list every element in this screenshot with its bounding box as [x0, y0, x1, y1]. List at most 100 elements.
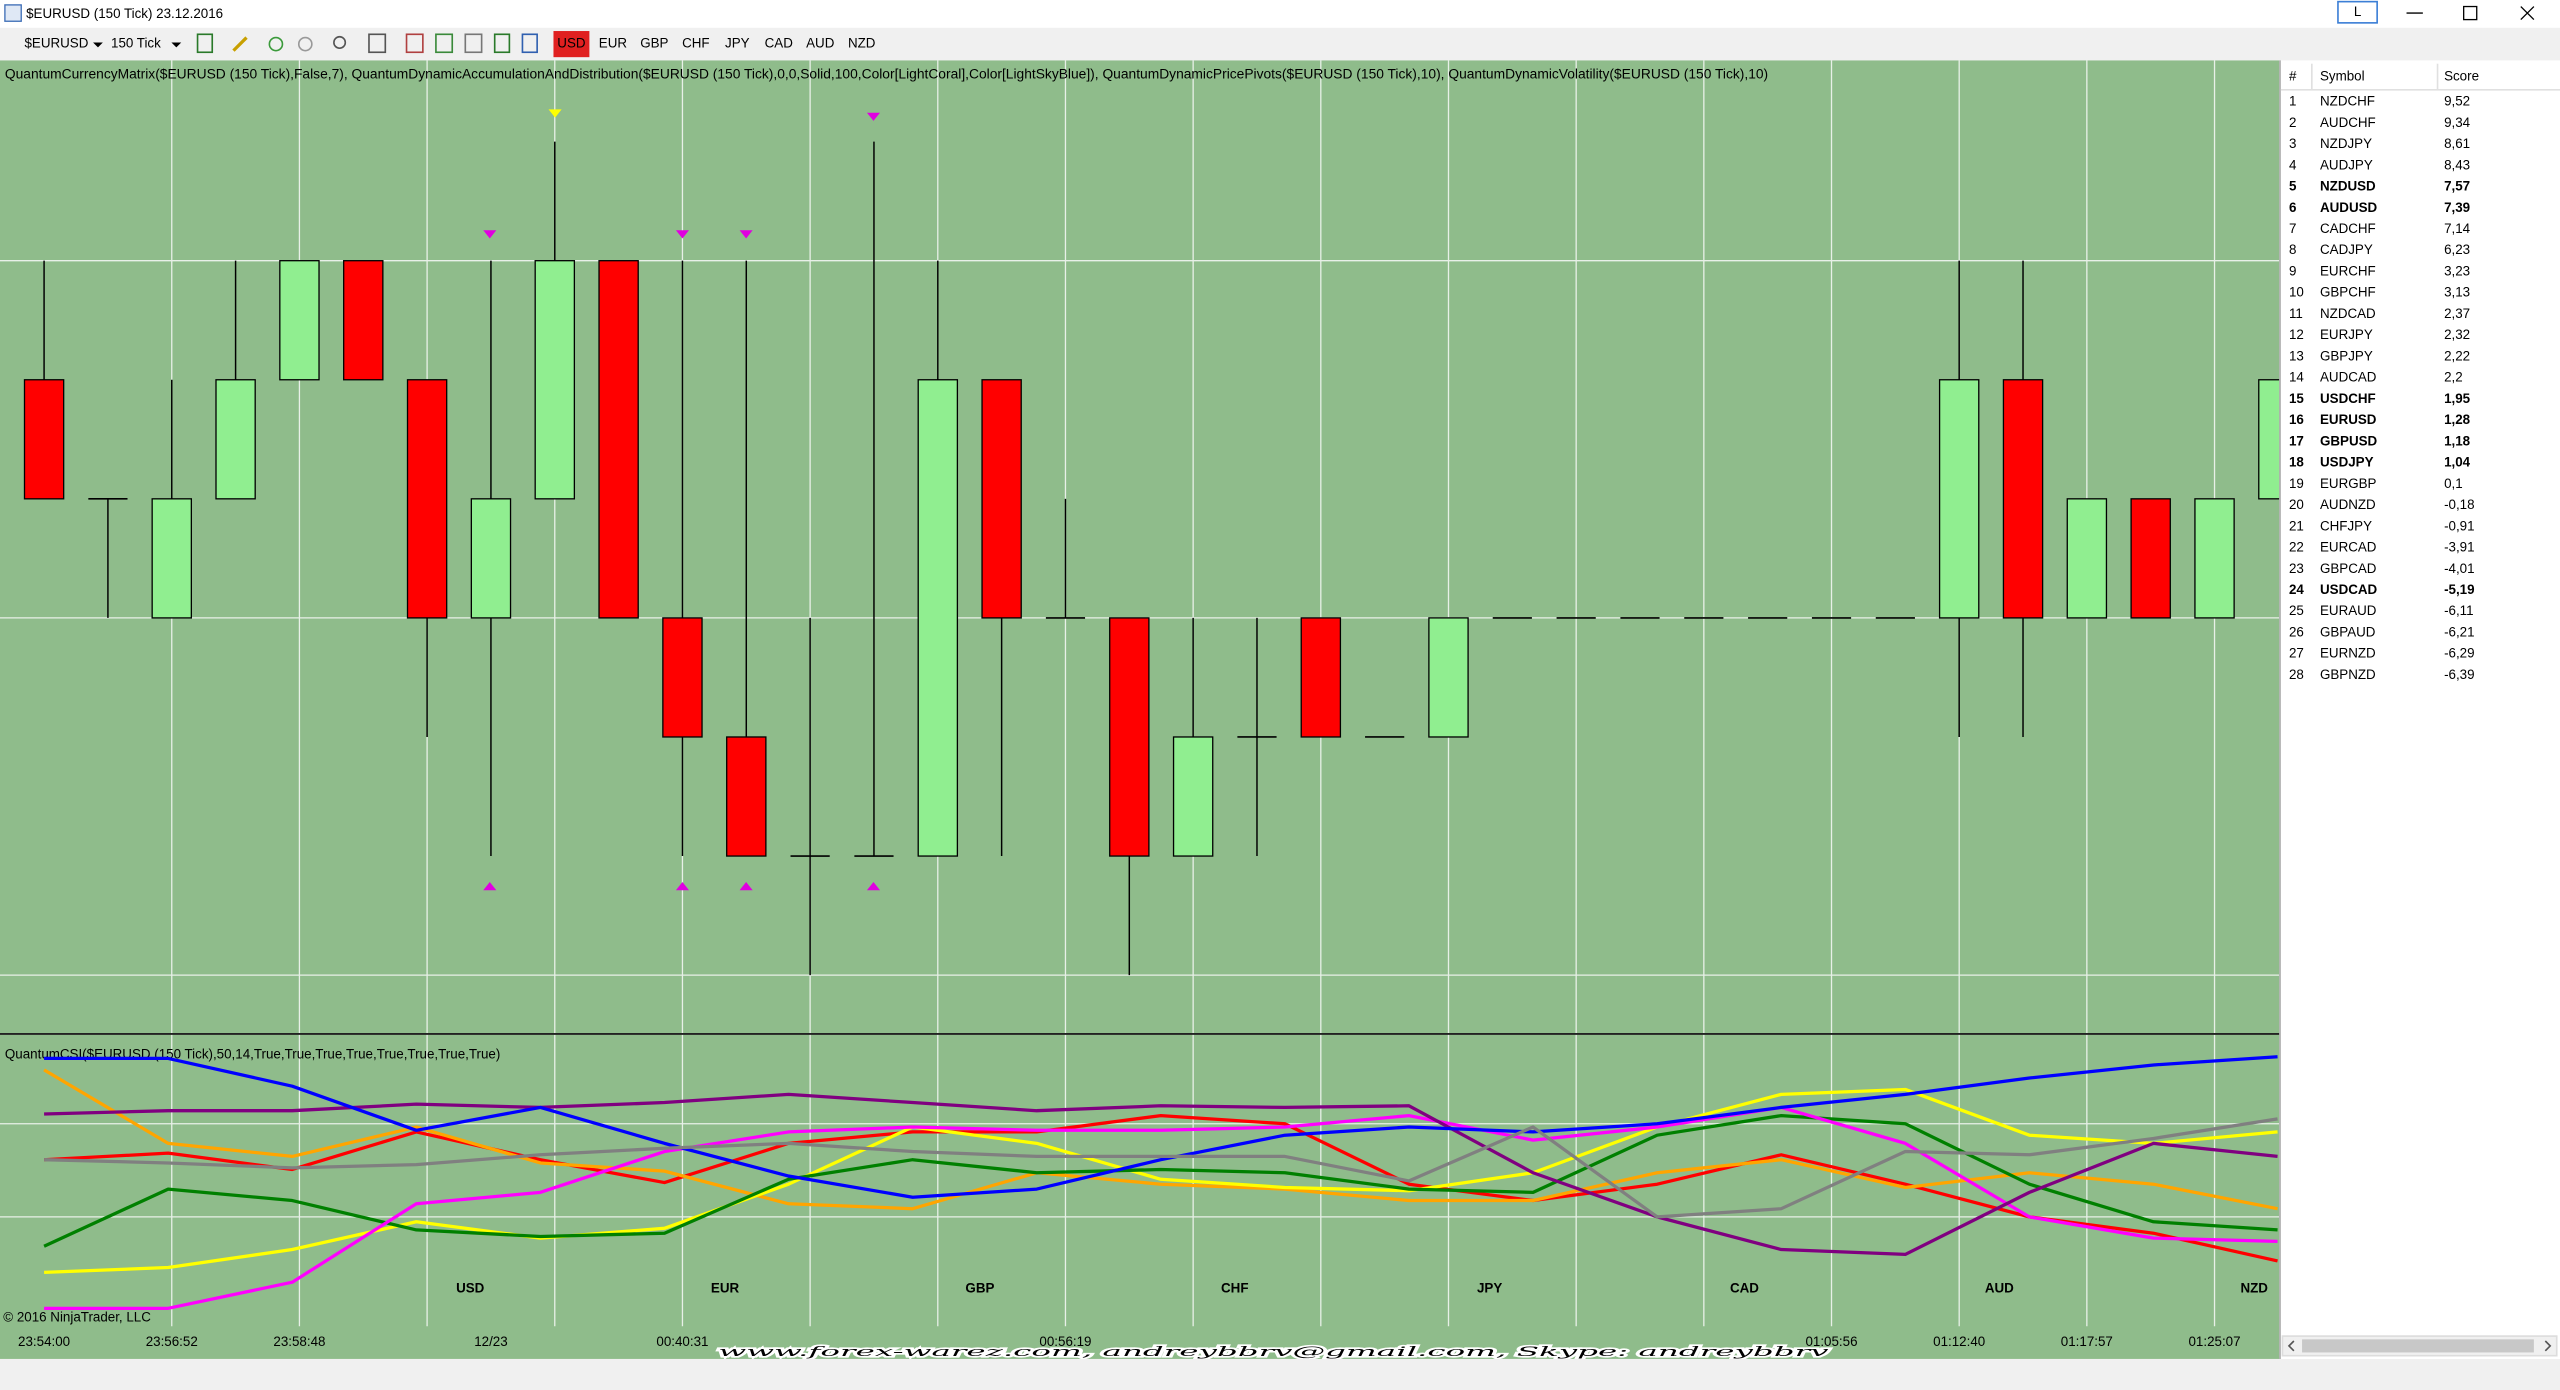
strength-line — [44, 1117, 2278, 1219]
table-cell: -6,29 — [2444, 646, 2474, 661]
scrollbar-thumb[interactable] — [2302, 1339, 2534, 1353]
pivot-marker — [483, 882, 497, 891]
toolbar — [0, 27, 2560, 61]
strength-line — [43, 1068, 2278, 1211]
currency-button[interactable]: CHF — [682, 36, 709, 51]
table-cell: -4,01 — [2444, 561, 2474, 576]
scroll-arrows[interactable] — [2287, 1340, 2552, 1352]
x-tick-label: 01:05:56 — [1805, 1334, 1857, 1349]
table-cell: 5 — [2289, 179, 2297, 194]
icon[interactable] — [297, 36, 313, 52]
candle-body — [215, 379, 256, 500]
table-cell: -6,21 — [2444, 624, 2474, 639]
icon[interactable] — [196, 33, 214, 54]
currency-button[interactable]: JPY — [725, 36, 750, 51]
currency-button[interactable]: AUD — [806, 36, 835, 51]
table-cell: 1 — [2289, 94, 2296, 109]
candle-body — [2258, 379, 2280, 500]
table-cell: 9 — [2289, 263, 2296, 278]
candle-body — [279, 260, 320, 381]
icon[interactable] — [268, 36, 284, 52]
table-cell: GBPCAD — [2320, 561, 2377, 576]
table-cell: 7,39 — [2444, 200, 2470, 215]
dropdown-arrow — [93, 42, 103, 48]
icon[interactable] — [435, 33, 454, 54]
indicators-label: QuantumCurrencyMatrix($EURUSD (150 Tick)… — [5, 67, 1768, 82]
table-cell: EURJPY — [2320, 327, 2373, 342]
close-button[interactable] — [2520, 6, 2535, 21]
table-cell: 3,13 — [2444, 285, 2470, 300]
table-cell: 7,57 — [2444, 179, 2470, 194]
strength-line — [43, 1113, 2278, 1248]
currency-button[interactable]: CAD — [765, 36, 794, 51]
table-cell: 24 — [2289, 582, 2304, 597]
currency-button[interactable]: NZD — [848, 36, 876, 51]
candle-body — [2130, 498, 2171, 619]
table-cell: 20 — [2289, 497, 2304, 512]
pivot-marker — [675, 882, 689, 891]
strength-line — [44, 1087, 2278, 1275]
table-cell: 2,37 — [2444, 306, 2470, 321]
x-tick-label: 01:25:07 — [2188, 1334, 2240, 1349]
pivot-marker — [739, 230, 753, 239]
icon[interactable] — [493, 33, 511, 54]
table-cell: -0,18 — [2444, 497, 2474, 512]
watermark: www.forex-warez.com, andreybbrv@gmail.co… — [718, 1345, 1829, 1360]
candle-body — [151, 498, 192, 619]
table-cell: 1,04 — [2444, 455, 2471, 470]
status-bar — [0, 1358, 2560, 1390]
icon[interactable] — [232, 36, 248, 52]
icon[interactable] — [405, 33, 424, 54]
table-cell: AUDJPY — [2320, 157, 2373, 172]
period-selector[interactable]: 150 Tick — [111, 36, 161, 51]
table-cell: GBPAUD — [2320, 624, 2376, 639]
profile-button[interactable] — [2337, 0, 2378, 24]
icon[interactable] — [333, 35, 347, 50]
currency-label: AUD — [1985, 1280, 2014, 1295]
table-cell: 22 — [2289, 540, 2304, 555]
table-cell: 4 — [2289, 157, 2297, 172]
restore-button[interactable] — [2463, 5, 2478, 21]
table-cell: USDCAD — [2320, 582, 2378, 597]
table-cell: 9,52 — [2444, 94, 2470, 109]
table-cell: 18 — [2289, 455, 2304, 470]
table-cell: -5,19 — [2444, 582, 2474, 597]
candle-body — [470, 498, 512, 619]
icon[interactable] — [464, 33, 483, 54]
currency-button[interactable]: USD — [557, 36, 586, 51]
column-header: Symbol — [2320, 68, 2365, 83]
currency-button[interactable]: GBP — [640, 36, 668, 51]
currency-label: GBP — [965, 1280, 994, 1295]
candle-body — [534, 260, 576, 500]
table-cell: USDJPY — [2320, 455, 2374, 470]
table-cell: 0,1 — [2444, 476, 2463, 491]
title-bar — [0, 0, 2560, 28]
table-cell: -6,39 — [2444, 667, 2474, 682]
pivot-marker — [483, 230, 497, 239]
strength-line — [43, 1113, 2278, 1263]
table-cell: GBPNZD — [2320, 667, 2376, 682]
table-cell: -6,11 — [2444, 603, 2473, 618]
candle-body — [2002, 379, 2044, 619]
table-cell: GBPJPY — [2320, 348, 2373, 363]
candle-body — [662, 617, 703, 738]
instrument-selector[interactable]: $EURUSD — [24, 36, 88, 51]
candle-body — [726, 736, 767, 857]
table-cell: AUDUSD — [2320, 200, 2378, 215]
candle-body — [1938, 379, 1980, 619]
icon[interactable] — [368, 33, 387, 54]
candle-body — [406, 379, 448, 619]
icon[interactable] — [521, 33, 538, 54]
pivot-marker — [548, 109, 562, 118]
table-cell: 1,28 — [2444, 412, 2471, 427]
currency-button[interactable]: EUR — [599, 36, 628, 51]
pivot-marker — [866, 882, 880, 891]
table-cell: EURGBP — [2320, 476, 2377, 491]
table-cell: NZDJPY — [2320, 136, 2372, 151]
candle-body — [1428, 617, 1469, 738]
table-cell: 2 — [2289, 115, 2296, 130]
table-cell: EURCAD — [2320, 540, 2377, 555]
currency-label: USD — [456, 1280, 485, 1295]
app-icon — [4, 4, 22, 22]
